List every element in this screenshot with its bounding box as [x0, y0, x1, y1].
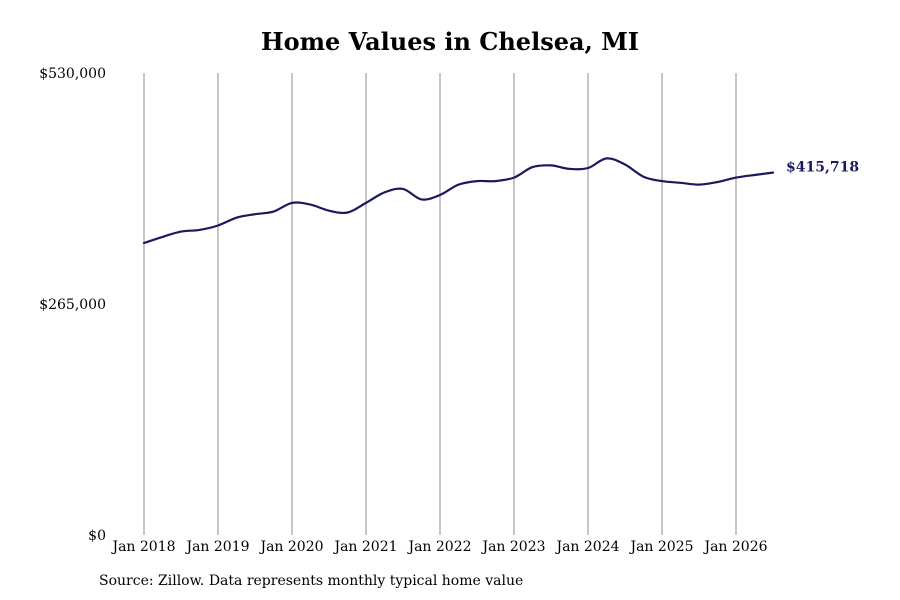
x-axis-ticks: Jan 2018 Jan 2019 Jan 2020 Jan 2021 Jan 2022…: [110, 539, 767, 555]
series-line-home-value: [142, 157, 775, 245]
y-axis-ticks: $0 $265,000 $530,000: [39, 66, 106, 544]
x-tick-label: Jan 2021: [332, 539, 397, 555]
grid-lines: [143, 73, 737, 535]
x-tick-label: Jan 2024: [554, 539, 619, 555]
x-tick-label: Jan 2020: [258, 539, 323, 555]
source-note: Source: Zillow. Data represents monthly …: [99, 573, 524, 589]
y-tick-label: $0: [88, 528, 106, 544]
x-tick-label: Jan 2022: [406, 539, 471, 555]
y-tick-label: $265,000: [39, 297, 106, 313]
end-value-label: $415,718: [786, 160, 859, 176]
chart-title: Home Values in Chelsea, MI: [260, 27, 640, 56]
y-tick-label: $530,000: [39, 66, 106, 82]
x-tick-label: Jan 2025: [628, 539, 693, 555]
x-tick-label: Jan 2023: [480, 539, 545, 555]
x-tick-label: Jan 2026: [702, 539, 767, 555]
x-tick-label: Jan 2019: [184, 539, 249, 555]
x-tick-label: Jan 2018: [110, 539, 175, 555]
